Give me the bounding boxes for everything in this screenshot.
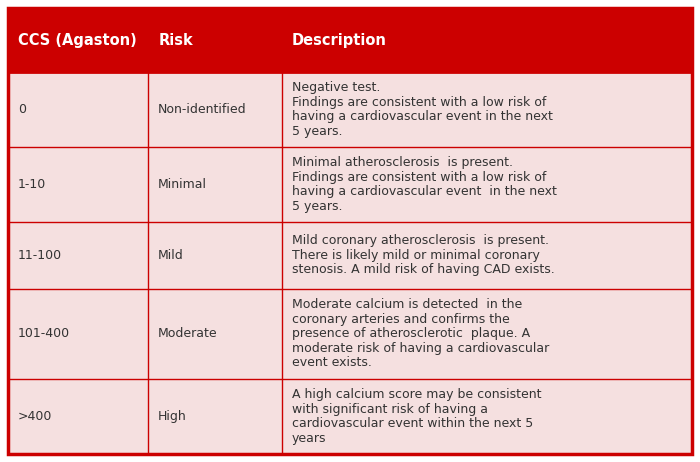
Text: 101-400: 101-400 [18, 328, 70, 340]
Text: CCS (Agaston): CCS (Agaston) [18, 32, 136, 48]
Text: 5 years.: 5 years. [292, 125, 342, 138]
Text: High: High [158, 410, 187, 423]
Text: having a cardiovascular event in the next: having a cardiovascular event in the nex… [292, 110, 552, 123]
Text: moderate risk of having a cardiovascular: moderate risk of having a cardiovascular [292, 342, 549, 355]
Text: Minimal: Minimal [158, 178, 207, 191]
Text: 11-100: 11-100 [18, 249, 62, 262]
Text: A high calcium score may be consistent: A high calcium score may be consistent [292, 388, 541, 401]
Bar [8, 289, 692, 379]
Text: 5 years.: 5 years. [292, 200, 342, 213]
Bar [8, 222, 692, 289]
Text: coronary arteries and confirms the: coronary arteries and confirms the [292, 313, 510, 326]
Text: with significant risk of having a: with significant risk of having a [292, 403, 488, 416]
Text: Moderate calcium is detected  in the: Moderate calcium is detected in the [292, 298, 522, 311]
Text: event exists.: event exists. [292, 356, 372, 369]
Text: Moderate: Moderate [158, 328, 218, 340]
Text: cardiovascular event within the next 5: cardiovascular event within the next 5 [292, 417, 533, 430]
Text: having a cardiovascular event  in the next: having a cardiovascular event in the nex… [292, 185, 556, 199]
Bar [8, 72, 692, 147]
Text: 0: 0 [18, 103, 26, 116]
Text: Findings are consistent with a low risk of: Findings are consistent with a low risk … [292, 171, 546, 184]
Text: years: years [292, 432, 326, 445]
Text: >400: >400 [18, 410, 52, 423]
Text: Risk: Risk [158, 32, 193, 48]
Bar [8, 379, 692, 454]
Text: Minimal atherosclerosis  is present.: Minimal atherosclerosis is present. [292, 157, 512, 170]
Bar [8, 8, 692, 72]
Text: 1-10: 1-10 [18, 178, 46, 191]
Text: Mild: Mild [158, 249, 184, 262]
Text: Non-identified: Non-identified [158, 103, 247, 116]
Text: There is likely mild or minimal coronary: There is likely mild or minimal coronary [292, 249, 540, 262]
Bar [8, 147, 692, 222]
Text: stenosis. A mild risk of having CAD exists.: stenosis. A mild risk of having CAD exis… [292, 263, 554, 276]
Text: Description: Description [292, 32, 386, 48]
Text: Mild coronary atherosclerosis  is present.: Mild coronary atherosclerosis is present… [292, 234, 549, 248]
Text: Negative test.: Negative test. [292, 81, 380, 94]
Text: Findings are consistent with a low risk of: Findings are consistent with a low risk … [292, 96, 546, 109]
Text: presence of atherosclerotic  plaque. A: presence of atherosclerotic plaque. A [292, 328, 530, 340]
